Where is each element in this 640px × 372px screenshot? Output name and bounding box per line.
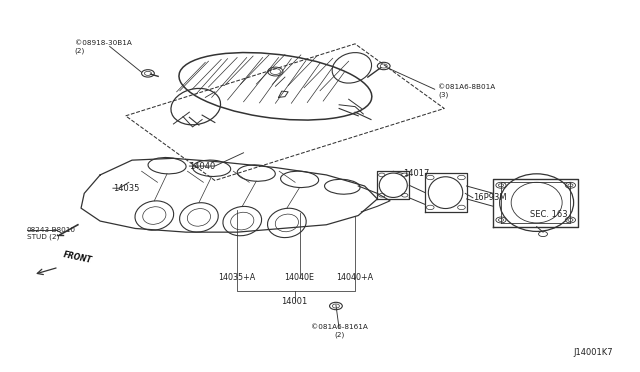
Text: 16P93M: 16P93M	[473, 193, 506, 202]
Text: ©081A6-8B01A
(3): ©081A6-8B01A (3)	[438, 84, 495, 98]
Text: 14040E: 14040E	[285, 273, 315, 282]
Text: 14040: 14040	[189, 162, 216, 171]
Text: SEC. 163: SEC. 163	[531, 210, 568, 219]
Text: 14040+A: 14040+A	[337, 273, 374, 282]
Text: FRONT: FRONT	[63, 250, 93, 265]
Text: ©08918-30B1A
(2): ©08918-30B1A (2)	[75, 40, 132, 54]
Text: J14001K7: J14001K7	[573, 349, 613, 357]
Text: 14001: 14001	[282, 297, 308, 306]
Text: 14035: 14035	[113, 184, 140, 193]
Text: 14017: 14017	[403, 169, 429, 179]
Text: 14035+A: 14035+A	[218, 273, 256, 282]
Text: 08243-B8010
STUD (2): 08243-B8010 STUD (2)	[27, 227, 76, 240]
Text: ©081A6-8161A
(2): ©081A6-8161A (2)	[310, 324, 367, 338]
